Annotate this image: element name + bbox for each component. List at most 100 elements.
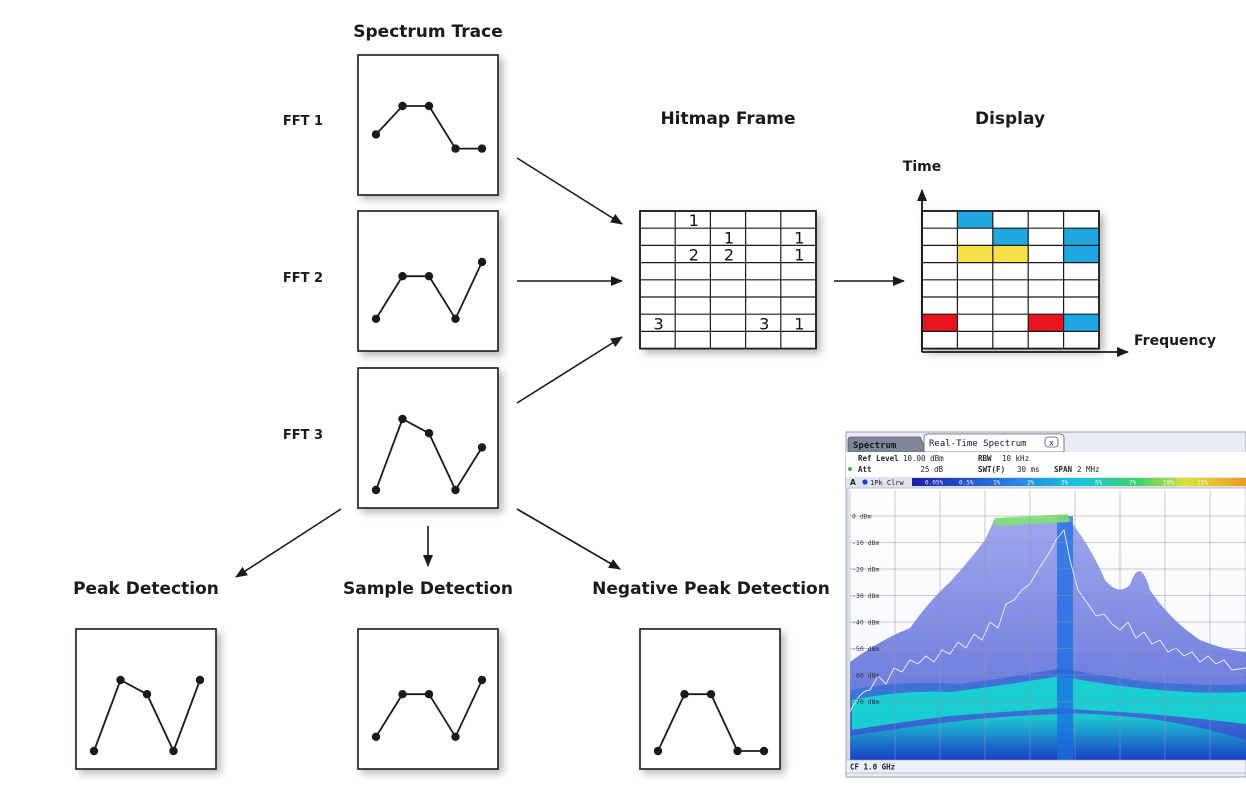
negative-peak-detection-trace-box (639, 628, 781, 770)
fft1-trace-box (357, 54, 499, 196)
peak-trace-point (169, 746, 178, 756)
peak-detection-trace-box (75, 628, 217, 770)
fft3-trace-point (424, 429, 434, 438)
param-ref-level-label: Ref Level (858, 454, 899, 463)
y-axis-label: -50 dBm (852, 645, 879, 653)
status-dot (848, 467, 852, 471)
hitmap-cell-value: 1 (794, 246, 804, 265)
arrow-fft3-to-hitmap (516, 336, 623, 404)
display-cell-blue (992, 228, 1029, 246)
fft1-trace-point (371, 130, 381, 139)
fft3-trace-point (398, 414, 407, 424)
hitmap-cell-value: 1 (794, 314, 804, 333)
y-axis-label: 0 dBm (852, 513, 872, 521)
fft2-trace-point (451, 314, 460, 323)
fft-label-1: FFT 1 (283, 114, 323, 129)
y-axis-label: -60 dBm (852, 672, 879, 680)
display-cell-blue (1063, 228, 1099, 246)
y-axis-label: -30 dBm (852, 592, 879, 600)
param-att-value: 25 dB (920, 465, 943, 474)
tab-realtime-spectrum-label: Real-Time Spectrum (929, 439, 1027, 449)
peak-detection-title: Peak Detection (73, 579, 219, 599)
param-ref-level-value: 10.00 dBm (903, 454, 944, 463)
fft2-trace-point (371, 314, 381, 323)
display-cell-blue (957, 211, 993, 229)
hitmap-frame-title: Hitmap Frame (660, 109, 795, 129)
sample-trace-point (477, 675, 487, 685)
scale-tick-label: 0.05% (925, 480, 943, 487)
y-axis-label: -70 dBm (852, 698, 879, 706)
negpeak-trace-point (706, 690, 716, 699)
y-axis-label: -40 dBm (852, 619, 879, 627)
hitmap-cell-value: 1 (794, 228, 804, 247)
fft-label-2: FFT 2 (283, 271, 323, 286)
close-icon: x (1049, 439, 1054, 448)
scale-tick-label: 0.5% (959, 480, 974, 487)
sample-detection-trace-box (357, 628, 499, 770)
max-hold-trace (850, 528, 1246, 713)
hitmap-frame-grid: 11 12 2 13 3 1 (639, 210, 817, 350)
display-cell-red (922, 314, 958, 332)
hitmap-cell-value: 1 (689, 211, 699, 230)
carrier-column (1057, 516, 1073, 760)
display-axes (917, 189, 1129, 357)
peak-trace-point (142, 690, 152, 699)
sample-trace-point (424, 690, 434, 699)
fft2-trace-point (398, 272, 407, 281)
fft1-trace-point (477, 144, 487, 153)
fft3-trace-point (477, 443, 487, 452)
sample-detection-title: Sample Detection (343, 579, 513, 599)
fft3-trace-box (357, 367, 499, 509)
peak-trace-point (89, 746, 99, 756)
display-cell-yellow (957, 245, 993, 263)
scale-tick-label: 10% (1163, 480, 1174, 487)
hitmap-cell-value: 2 (689, 246, 699, 265)
persistence-haze (850, 518, 1246, 740)
tab-realtime-spectrum[interactable]: Real-Time Spectrum x (923, 433, 1065, 453)
param-swt-value: 30 ms (1017, 465, 1040, 474)
negpeak-trace-point (759, 746, 769, 756)
display-cell-red (1028, 314, 1064, 332)
spectrum-trace-title: Spectrum Trace (353, 22, 502, 42)
scale-tick-label: 5% (1095, 480, 1103, 487)
hitmap-cell-value: 1 (724, 228, 734, 247)
scale-tick-label: 3% (1061, 480, 1069, 487)
channel-top-highlight (995, 514, 1070, 526)
y-axis-label: -20 dBm (852, 566, 879, 574)
tab-spectrum-label: Spectrum (853, 441, 897, 451)
param-rbw-value: 10 kHz (1002, 454, 1029, 463)
time-axis-label: Time (903, 159, 941, 175)
peak-trace-point (195, 675, 205, 685)
tab-close-button[interactable] (1044, 436, 1059, 448)
param-span-label: SPAN (1054, 465, 1073, 474)
scale-tick-label: 7% (1129, 480, 1137, 487)
fft1-trace-point (451, 144, 460, 153)
fft3-trace-point (371, 485, 381, 495)
arrow-fft1-to-hitmap (516, 157, 623, 225)
display-cell-blue (1063, 245, 1099, 263)
trace-dot (862, 479, 868, 485)
param-span-value: 2 MHz (1077, 465, 1100, 474)
fft3-trace-point (451, 485, 460, 495)
sample-trace-point (451, 732, 460, 741)
fft2-trace-box (357, 210, 499, 352)
scale-tick-label: 1% (993, 480, 1001, 487)
center-frequency-footer: CF 1.0 GHz (850, 763, 895, 772)
param-rbw-label: RBW (978, 454, 992, 463)
negative-peak-detection-title: Negative Peak Detection (592, 579, 830, 599)
sample-trace-point (398, 690, 407, 699)
display-cell-blue (1063, 314, 1099, 332)
tab-spectrum[interactable]: Spectrum (847, 436, 928, 453)
persistence-core (852, 676, 1246, 730)
peak-trace-point (116, 675, 125, 685)
negpeak-trace-point (733, 746, 742, 756)
hitmap-cell-value: 3 (759, 314, 769, 333)
hitmap-cell-value: 2 (724, 246, 734, 265)
persistence-color-scale (912, 478, 1246, 486)
flow-arrows (235, 157, 905, 578)
display-cell-yellow (992, 245, 1029, 263)
param-att-label: Att (858, 465, 872, 474)
hitmap-cell-value: 3 (654, 314, 664, 333)
negpeak-trace-point (653, 746, 663, 756)
